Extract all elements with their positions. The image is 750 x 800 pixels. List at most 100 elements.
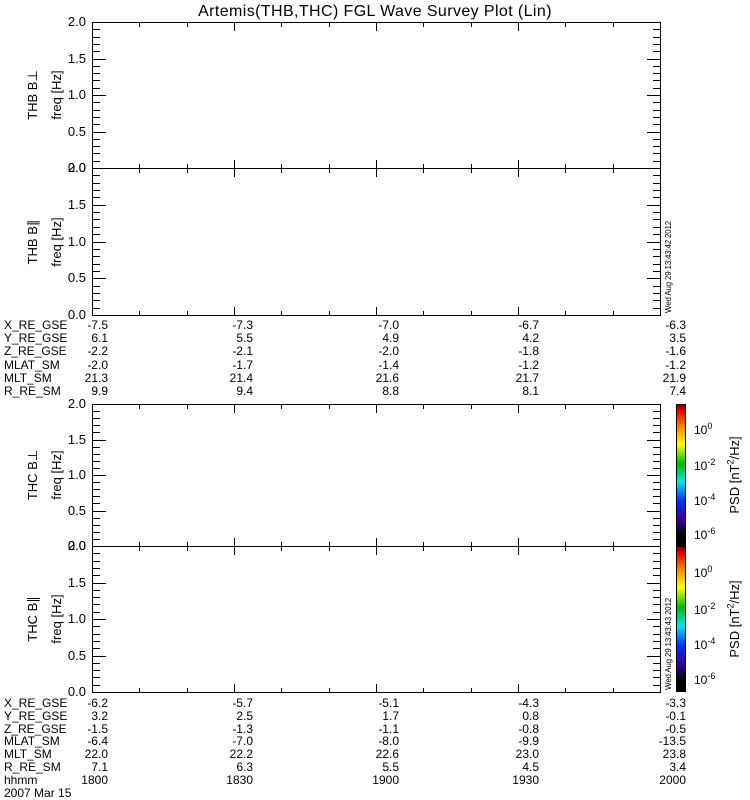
ephemeris-value: 9.4	[236, 384, 253, 398]
panel-frame-thc-bpar	[92, 546, 661, 693]
tick-mark	[93, 153, 100, 155]
tick-mark	[93, 36, 100, 38]
ephemeris-value: 21.4	[229, 370, 253, 385]
colorbar-tick-label: 10-6	[694, 525, 716, 542]
tick-mark	[653, 538, 660, 540]
ephemeris-value: 21.9	[662, 370, 686, 385]
tick-mark	[281, 311, 283, 315]
tick-mark	[92, 405, 93, 413]
date-label: 2007 Mar 15	[4, 786, 72, 800]
ephemeris-value: 3.5	[669, 331, 686, 346]
tick-mark	[93, 168, 106, 169]
tick-mark	[234, 307, 235, 315]
ephemeris-value: -1.4	[378, 357, 399, 372]
time-tick-label: 1930	[512, 773, 539, 787]
tick-mark	[653, 503, 660, 505]
panel-frame-thc-bperp	[92, 404, 661, 547]
tick-mark	[653, 524, 660, 526]
tick-mark	[376, 547, 377, 555]
tick-mark	[93, 404, 106, 405]
tick-mark	[653, 109, 660, 111]
tick-mark	[234, 23, 235, 31]
tick-mark	[93, 131, 106, 133]
tick-mark	[470, 405, 472, 409]
tick-mark	[234, 547, 235, 555]
tick-mark	[653, 589, 660, 591]
tick-mark	[660, 684, 661, 692]
tick-mark	[93, 109, 100, 111]
ephemeris-value: 7.4	[669, 384, 686, 398]
tick-mark	[93, 146, 100, 148]
tick-mark	[93, 175, 100, 177]
tick-mark	[647, 582, 660, 584]
tick-mark	[376, 23, 377, 31]
tick-mark	[93, 510, 106, 512]
ephemeris-value: 0.8	[522, 708, 539, 723]
tick-mark	[93, 256, 100, 258]
tick-mark	[470, 311, 472, 315]
tick-mark	[93, 234, 100, 236]
tick-mark	[653, 190, 660, 192]
ephemeris-row-label: MLAT_SM	[4, 357, 60, 372]
colorbar-tick-label: 10-4	[694, 636, 716, 653]
tick-mark	[93, 138, 100, 140]
tick-mark	[93, 684, 100, 686]
tick-mark	[653, 146, 660, 148]
ephemeris-value: -0.5	[665, 721, 686, 736]
tick-mark	[186, 23, 188, 27]
tick-mark	[93, 446, 100, 448]
tick-mark	[653, 467, 660, 469]
tick-mark	[281, 547, 283, 551]
tick-mark	[653, 300, 660, 302]
freq-tick-label: 0.5	[67, 123, 86, 139]
tick-mark	[653, 51, 660, 53]
tick-mark	[653, 677, 660, 679]
tick-mark	[470, 23, 472, 27]
tick-mark	[93, 439, 106, 441]
tick-mark	[93, 589, 100, 591]
ephemeris-value: 21.3	[84, 370, 108, 385]
tick-mark	[653, 73, 660, 75]
tick-mark	[139, 547, 141, 551]
tick-mark	[93, 489, 100, 491]
ephemeris-row-label: Y_RE_GSE	[4, 708, 68, 723]
tick-mark	[653, 575, 660, 577]
tick-mark	[234, 405, 235, 413]
tick-mark	[653, 124, 660, 126]
tick-mark	[234, 169, 235, 177]
tick-mark	[653, 418, 660, 420]
tick-mark	[186, 164, 188, 168]
tick-mark	[93, 633, 100, 635]
ephemeris-row-label: X_RE_GSE	[4, 318, 68, 332]
freq-tick-label: 0.0	[67, 538, 86, 553]
tick-mark	[93, 655, 106, 657]
tick-mark	[653, 270, 660, 272]
tick-mark	[93, 270, 100, 272]
tick-mark	[281, 23, 283, 27]
tick-mark	[328, 542, 330, 546]
tick-mark	[653, 29, 660, 31]
freq-tick-label: 0.5	[67, 270, 86, 286]
time-tick-label: 1830	[226, 773, 253, 787]
ephemeris-value: 22.6	[375, 747, 399, 762]
tick-mark	[653, 446, 660, 448]
ephemeris-value: 9.9	[91, 384, 108, 398]
tick-mark	[93, 278, 106, 280]
tick-mark	[423, 23, 425, 27]
tick-mark	[328, 169, 330, 173]
tick-mark	[93, 29, 100, 31]
tick-mark	[93, 670, 100, 672]
tick-mark	[93, 300, 100, 302]
ephemeris-row-label: Y_RE_GSE	[4, 331, 68, 346]
ephemeris-value: -5.7	[232, 696, 253, 710]
freq-tick-label: 0.0	[67, 160, 86, 175]
tick-mark	[653, 175, 660, 177]
panel-label-thc-bperp: THC B⊥	[25, 449, 40, 501]
panel-frame-thb-bpar	[92, 168, 661, 316]
colorbar-tick-label: 100	[694, 564, 713, 581]
psd-colorbar	[676, 546, 686, 692]
panel-label-thb-bperp: THB B⊥	[25, 70, 40, 120]
ephemeris-row-label: MLT_SM	[4, 747, 52, 762]
tick-mark	[647, 204, 660, 206]
